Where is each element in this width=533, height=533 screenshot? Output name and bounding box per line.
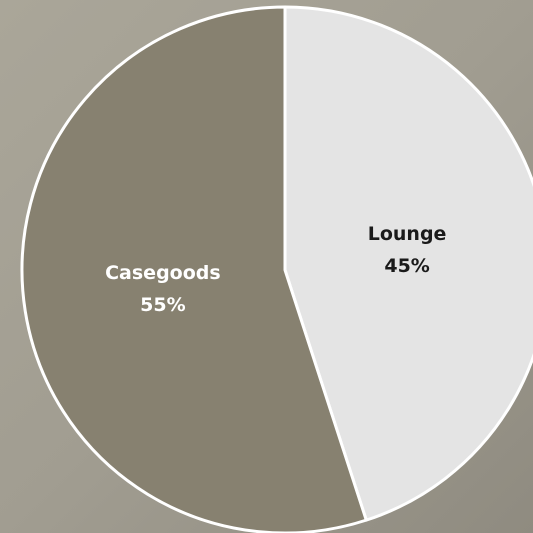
chart: Lounge 45% Casegoods 55% xyxy=(0,0,533,533)
slice-category-label: Casegoods xyxy=(105,262,221,284)
slice-category-label: Lounge xyxy=(368,223,447,245)
slice-value-label: 45% xyxy=(384,255,429,277)
slice-value-label: 55% xyxy=(140,294,185,316)
page: Lounge45%Casegoods55% (() => { const dat… xyxy=(0,0,533,533)
pie: Lounge 45% Casegoods 55% xyxy=(22,7,533,533)
